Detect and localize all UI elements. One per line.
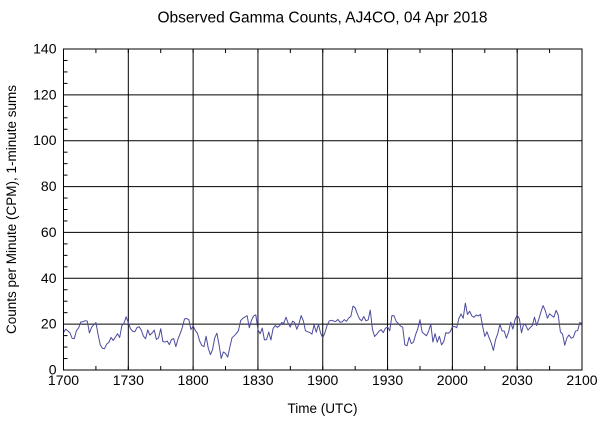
svg-text:1930: 1930 bbox=[372, 372, 403, 388]
svg-text:2000: 2000 bbox=[437, 372, 468, 388]
svg-text:40: 40 bbox=[41, 270, 57, 286]
svg-text:20: 20 bbox=[41, 316, 57, 332]
svg-text:120: 120 bbox=[33, 86, 57, 102]
svg-text:1900: 1900 bbox=[307, 372, 338, 388]
svg-text:80: 80 bbox=[41, 178, 57, 194]
svg-text:1800: 1800 bbox=[178, 372, 209, 388]
svg-text:1830: 1830 bbox=[242, 372, 273, 388]
svg-text:140: 140 bbox=[33, 41, 57, 57]
svg-text:Time (UTC): Time (UTC) bbox=[288, 401, 358, 416]
svg-text:0: 0 bbox=[49, 362, 57, 378]
svg-text:60: 60 bbox=[41, 224, 57, 240]
svg-text:Counts per Minute (CPM), 1-min: Counts per Minute (CPM), 1-minute sums bbox=[4, 85, 19, 334]
svg-text:100: 100 bbox=[33, 132, 57, 148]
svg-text:2030: 2030 bbox=[502, 372, 533, 388]
svg-text:1730: 1730 bbox=[113, 372, 144, 388]
svg-text:Observed Gamma Counts, AJ4CO,: Observed Gamma Counts, AJ4CO, 04 Apr 201… bbox=[158, 10, 488, 27]
svg-text:2100: 2100 bbox=[566, 372, 597, 388]
